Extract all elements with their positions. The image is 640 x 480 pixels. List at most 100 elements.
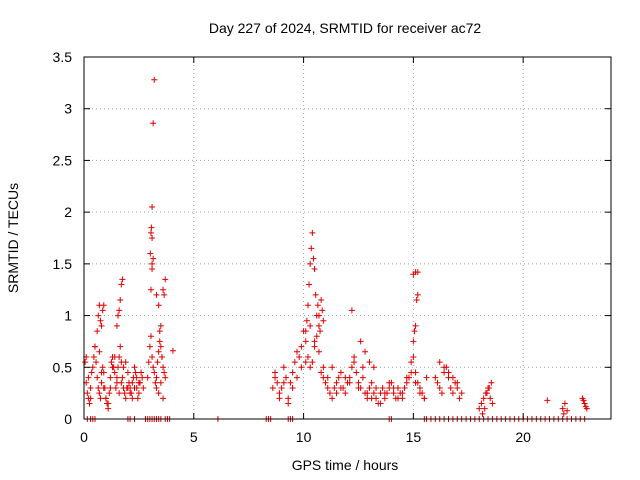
data-point — [458, 390, 465, 397]
axes — [83, 56, 612, 420]
data-point — [145, 359, 152, 366]
data-point — [313, 312, 320, 319]
data-point — [581, 400, 588, 407]
data-point — [408, 369, 415, 376]
data-point — [89, 364, 96, 371]
data-point — [302, 359, 309, 366]
data-point — [148, 224, 155, 231]
data-point — [311, 343, 318, 350]
data-point — [119, 276, 126, 283]
data-point — [95, 312, 102, 319]
data-point — [456, 395, 463, 402]
data-point — [386, 379, 393, 386]
data-point — [306, 281, 313, 288]
data-point — [269, 384, 276, 391]
data-point — [115, 364, 122, 371]
data-point — [95, 384, 102, 391]
data-point — [307, 364, 314, 371]
data-point — [319, 307, 326, 314]
data-point — [399, 390, 406, 397]
data-point — [310, 255, 317, 262]
x-tick-label: 15 — [406, 429, 422, 445]
data-point — [106, 390, 113, 397]
data-point — [154, 359, 161, 366]
data-point — [86, 400, 93, 407]
data-point — [476, 405, 483, 412]
data-point — [113, 322, 120, 329]
data-point — [161, 369, 168, 376]
data-point — [146, 343, 153, 350]
data-point — [105, 400, 112, 407]
data-point — [97, 395, 104, 402]
data-point — [379, 384, 386, 391]
data-point — [370, 364, 377, 371]
data-point — [116, 307, 123, 314]
data-point — [390, 384, 397, 391]
data-point — [113, 374, 120, 381]
data-point — [87, 395, 94, 402]
x-tick-label: 20 — [515, 429, 531, 445]
data-point — [84, 390, 91, 397]
data-point — [131, 364, 138, 371]
data-point — [111, 369, 118, 376]
data-point — [381, 395, 388, 402]
data-point — [348, 307, 355, 314]
data-point — [582, 403, 589, 410]
data-point — [118, 281, 125, 288]
data-point — [308, 245, 315, 252]
data-point — [559, 405, 566, 412]
data-point — [147, 286, 154, 293]
data-point — [160, 286, 167, 293]
data-point — [423, 374, 430, 381]
data-point — [377, 400, 384, 407]
data-point — [157, 379, 164, 386]
data-point — [318, 369, 325, 376]
data-point — [293, 374, 300, 381]
data-point — [131, 384, 138, 391]
data-point — [157, 343, 164, 350]
data-point — [488, 379, 495, 386]
data-point — [324, 384, 331, 391]
data-point — [414, 291, 421, 298]
y-tick-label: 1 — [64, 308, 72, 324]
y-tick-label: 3 — [64, 101, 72, 117]
tick-labels: 0 0.5 1 1.5 2 2.5 3 3.5 0 5 10 15 20 — [53, 49, 532, 445]
data-point — [351, 359, 358, 366]
data-point — [115, 312, 122, 319]
data-point — [311, 338, 318, 345]
data-point — [434, 379, 441, 386]
data-point — [436, 359, 443, 366]
data-point — [447, 384, 454, 391]
data-point — [278, 384, 285, 391]
data-point — [98, 322, 105, 329]
data-point — [99, 364, 106, 371]
data-point — [162, 374, 169, 381]
data-point — [312, 291, 319, 298]
data-point — [124, 369, 131, 376]
data-point — [147, 250, 154, 257]
data-point — [91, 343, 98, 350]
data-point — [373, 384, 380, 391]
data-point — [147, 333, 154, 340]
data-point — [135, 379, 142, 386]
data-point — [309, 229, 316, 236]
data-point — [364, 390, 371, 397]
y-tick-label: 2 — [64, 204, 72, 220]
data-point — [98, 369, 105, 376]
data-point — [296, 353, 303, 360]
data-point — [107, 374, 114, 381]
y-axis-label: SRMTID / TECUs — [5, 183, 21, 293]
data-point — [410, 353, 417, 360]
data-point — [307, 322, 314, 329]
data-point — [366, 384, 373, 391]
data-point — [150, 120, 157, 127]
data-point — [331, 384, 338, 391]
data-point — [90, 353, 97, 360]
data-point — [454, 379, 461, 386]
data-point — [149, 266, 156, 273]
data-point — [479, 410, 486, 417]
data-point — [486, 384, 493, 391]
data-point — [138, 369, 145, 376]
data-point — [362, 348, 369, 355]
data-point — [98, 379, 105, 386]
